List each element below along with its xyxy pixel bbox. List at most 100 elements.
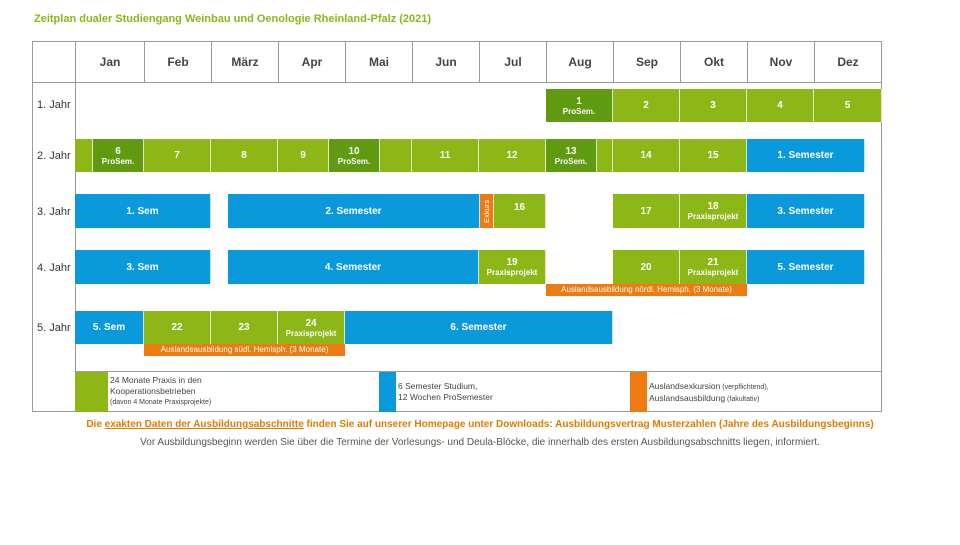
legend-divider <box>75 371 882 372</box>
semester-block: 6. Semester <box>345 311 613 344</box>
semester-block: 5. Sem <box>75 311 144 344</box>
praxis-block: 5 <box>814 89 882 122</box>
block-sublabel: ProSem. <box>337 156 371 166</box>
year-label: 3. Jahr <box>37 206 71 218</box>
legend-line: Kooperationsbetrieben <box>110 386 196 396</box>
block-sublabel: Praxisprojekt <box>285 328 337 338</box>
block-number: 16 <box>513 202 526 213</box>
legend-line: 6 Semester Studium, <box>398 381 478 391</box>
year-label: 1. Jahr <box>37 99 71 111</box>
semester-block: 4. Semester <box>228 250 479 284</box>
month-divider <box>479 41 480 82</box>
auslandsausbildung-sued-bar: Auslandsausbildung südl. Hemisph. (3 Mon… <box>144 344 345 356</box>
block-number: 21 <box>707 257 719 268</box>
month-divider <box>680 41 681 82</box>
exkursion-block: Exkurs <box>480 194 494 228</box>
block-number: 1 <box>576 95 582 107</box>
month-header: Okt <box>703 55 724 69</box>
month-header: Dez <box>837 55 859 69</box>
block-sublabel: Praxisprojekt <box>486 268 538 277</box>
month-header: Sep <box>635 55 658 69</box>
praxis-block: 16 <box>494 194 546 228</box>
block-number: 24 <box>305 317 317 329</box>
month-header: März <box>231 55 259 69</box>
prosemester-block: 6 ProSem. <box>93 139 144 172</box>
month-divider <box>345 41 346 82</box>
praxisprojekt-block: 18 Praxisprojekt <box>680 194 747 228</box>
praxis-block <box>75 139 93 172</box>
legend-line: (davon 4 Monate Praxisprojekte) <box>110 399 212 406</box>
month-divider <box>747 41 748 82</box>
praxis-block <box>597 139 613 172</box>
year-label: 4. Jahr <box>37 262 71 274</box>
month-divider <box>278 41 279 82</box>
block-sublabel: Praxisprojekt <box>687 268 739 277</box>
month-header: Apr <box>301 55 323 69</box>
block-sublabel: Praxisprojekt <box>687 212 739 221</box>
month-header: Jun <box>435 55 457 69</box>
block-number: 10 <box>348 145 360 157</box>
legend-line-note: (fakultativ) <box>725 396 760 403</box>
praxisprojekt-block: 19 Praxisprojekt <box>479 250 546 284</box>
legend-studium-text: 6 Semester Studium, 12 Wochen ProSemeste… <box>398 381 493 403</box>
block-number: 18 <box>707 201 719 212</box>
praxis-block: 11 <box>412 139 479 172</box>
month-divider <box>546 41 547 82</box>
block-number: 19 <box>506 257 518 268</box>
praxis-block: 17 <box>613 194 680 228</box>
praxis-block: 14 <box>613 139 680 172</box>
block-number: 6 <box>115 145 121 157</box>
block-sublabel: ProSem. <box>554 156 588 166</box>
praxis-block: 3 <box>680 89 747 122</box>
praxis-block: 12 <box>479 139 546 172</box>
year-label: 5. Jahr <box>37 322 71 334</box>
month-divider <box>814 41 815 82</box>
homepage-note: Die exakten Daten der Ausbildungsabschni… <box>0 419 960 430</box>
month-divider <box>412 41 413 82</box>
praxisprojekt-block: 21 Praxisprojekt <box>680 250 747 284</box>
year-label: 2. Jahr <box>37 150 71 162</box>
block-sublabel: ProSem. <box>562 106 596 116</box>
legend-line: 24 Monate Praxis in den <box>110 375 202 385</box>
month-header: Feb <box>167 55 189 69</box>
month-divider <box>144 41 145 82</box>
praxis-block <box>380 139 412 172</box>
semester-block: 2. Semester <box>228 194 480 228</box>
month-header: Mai <box>368 55 389 69</box>
month-header: Jan <box>99 55 121 69</box>
note-text: Die <box>86 419 105 430</box>
legend-ausland-swatch <box>630 372 647 412</box>
block-number: 13 <box>565 145 577 157</box>
prosemester-block: 10 ProSem. <box>329 139 380 172</box>
note-text: finden Sie auf unserer Homepage unter Do… <box>303 419 874 430</box>
semester-block: 3. Semester <box>747 194 865 228</box>
legend-studium-swatch <box>379 372 396 412</box>
praxis-block: 15 <box>680 139 747 172</box>
praxisprojekt-block: 24 Praxisprojekt <box>278 311 345 344</box>
month-header: Nov <box>769 55 793 69</box>
praxis-block: 4 <box>747 89 814 122</box>
exkursion-label: Exkurs <box>482 199 491 223</box>
auslandsausbildung-nord-bar: Auslandsausbildung nördl. Hemisph. (3 Mo… <box>546 284 747 296</box>
exakte-daten-link[interactable]: exakten Daten der Ausbildungsabschnitte <box>104 419 304 430</box>
legend-praxis-swatch <box>75 372 108 412</box>
semester-block: 3. Sem <box>75 250 211 284</box>
praxis-block: 23 <box>211 311 278 344</box>
month-header: Jul <box>504 55 522 69</box>
legend-praxis-text: 24 Monate Praxis in den Kooperationsbetr… <box>110 375 211 408</box>
semester-block: 5. Semester <box>747 250 865 284</box>
month-divider <box>613 41 614 82</box>
block-sublabel: ProSem. <box>101 156 135 166</box>
praxis-block: 20 <box>613 250 680 284</box>
prosemester-block: 13 ProSem. <box>546 139 597 172</box>
praxis-block: 2 <box>613 89 680 122</box>
month-divider <box>211 41 212 82</box>
legend-ausland-text: Auslandsexkursion (verpflichtend), Ausla… <box>649 381 769 405</box>
header-divider <box>32 82 882 83</box>
chart-title: Zeitplan dualer Studiengang Weinbau und … <box>34 13 432 25</box>
month-header: Aug <box>568 55 592 69</box>
info-note: Vor Ausbildungsbeginn werden Sie über di… <box>140 437 820 448</box>
praxis-block: 8 <box>211 139 278 172</box>
schedule-frame <box>32 41 882 412</box>
praxis-block: 9 <box>278 139 329 172</box>
